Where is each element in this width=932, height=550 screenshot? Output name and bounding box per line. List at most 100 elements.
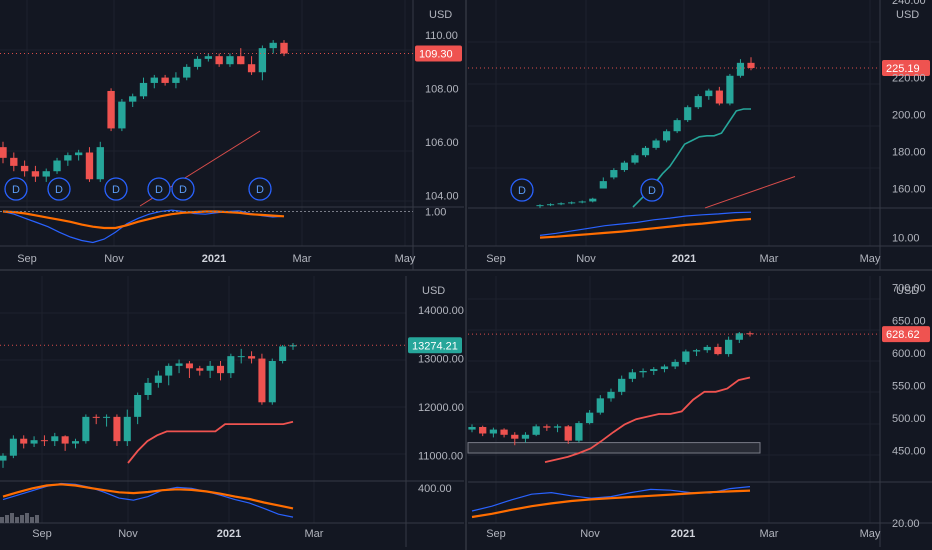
candle (575, 421, 583, 443)
dividend-marker-label: D (648, 185, 656, 197)
candle-body (183, 66, 191, 78)
candle-body (671, 361, 679, 367)
candle (144, 378, 152, 400)
candle (165, 363, 173, 386)
dividend-marker: D (147, 177, 171, 201)
price-axis-tick: 11000.00 (418, 451, 463, 463)
candle-body (258, 48, 267, 73)
candle-body (103, 416, 111, 418)
candle (268, 358, 276, 405)
candle (536, 204, 544, 208)
candle (746, 331, 754, 337)
candle-body (532, 426, 540, 435)
candle (479, 425, 487, 437)
candle-body (536, 205, 544, 207)
candle (639, 368, 647, 378)
volume-bar (35, 515, 39, 523)
oscillator-pane (2, 482, 294, 518)
candle-body (589, 198, 597, 202)
candle (74, 149, 83, 161)
dividend-marker-label: D (55, 184, 63, 196)
dividend-marker-circle (47, 177, 71, 201)
candle (175, 359, 183, 374)
candle (692, 348, 701, 357)
price-axis-tick: 650.00 (892, 315, 926, 327)
last-price-badge (408, 337, 462, 354)
candle (724, 336, 733, 357)
candle-body (216, 365, 225, 374)
candle (237, 348, 245, 364)
candle (206, 361, 214, 378)
chart-panel-bottom-right: 628.62 700.00 650.00 600.00 550.00 500.00 450.… (467, 276, 932, 547)
dividend-marker-label: D (256, 184, 264, 196)
candle (610, 168, 618, 180)
candle (546, 203, 555, 207)
candle (247, 56, 256, 75)
candle (553, 424, 562, 433)
candle (747, 57, 755, 71)
candle-body (154, 375, 162, 383)
candle-body (747, 62, 755, 69)
candle (20, 435, 28, 449)
time-axis-tick-year: 2021 (672, 253, 696, 265)
dividend-marker-circle (171, 177, 195, 201)
candle (30, 436, 38, 447)
candle-body (585, 412, 594, 424)
candle (42, 168, 50, 182)
candle (557, 202, 565, 206)
candle (279, 344, 287, 364)
candle-body (652, 140, 660, 148)
candle (521, 432, 530, 443)
dividend-marker-label: D (112, 184, 120, 196)
candle (705, 88, 713, 100)
candle (663, 129, 671, 143)
candle-body (714, 346, 722, 355)
candle-body (61, 436, 69, 444)
price-axis-tick: 220.00 (892, 73, 926, 85)
support-zone (467, 442, 761, 454)
candle (150, 74, 158, 89)
last-price-label: 628.62 (886, 329, 920, 341)
last-price-label: 225.19 (886, 63, 920, 75)
candle-body (237, 356, 245, 358)
time-axis-tick: Mar (760, 528, 779, 540)
candle (215, 53, 223, 67)
candle-body (150, 77, 158, 83)
candle-body (204, 56, 213, 59)
candle-body (724, 339, 733, 355)
price-axis-tick: 550.00 (892, 380, 926, 392)
candle (40, 435, 48, 446)
candle (53, 157, 61, 174)
candle (154, 370, 162, 388)
candle (64, 152, 72, 166)
dividend-marker-circle (147, 177, 171, 201)
candle (31, 165, 40, 182)
candle-body (521, 434, 530, 439)
candle (631, 153, 639, 165)
candle-body (30, 440, 38, 444)
candle (172, 72, 180, 89)
candle-body (247, 64, 256, 73)
last-price-label: 13274.21 (412, 340, 458, 352)
candle (489, 427, 498, 438)
candle (682, 349, 690, 365)
candle-body (280, 42, 288, 54)
candle (92, 414, 100, 425)
candle-body (705, 90, 713, 97)
candle-body (479, 426, 487, 434)
oscillator-tick: 10.00 (892, 233, 920, 245)
candle-body (175, 363, 183, 366)
candle (289, 343, 297, 350)
candle-body (468, 426, 476, 430)
time-axis-tick-year: 2021 (217, 528, 241, 540)
currency-label: USD (429, 9, 452, 21)
candle-body (134, 395, 142, 417)
candle-body (185, 363, 193, 369)
candle (226, 53, 234, 67)
candle-body (71, 441, 80, 444)
candle-body (543, 426, 551, 428)
time-axis-tick: Nov (104, 253, 124, 265)
candle-body (248, 356, 256, 359)
candle (599, 177, 607, 189)
candle-body (215, 56, 223, 65)
